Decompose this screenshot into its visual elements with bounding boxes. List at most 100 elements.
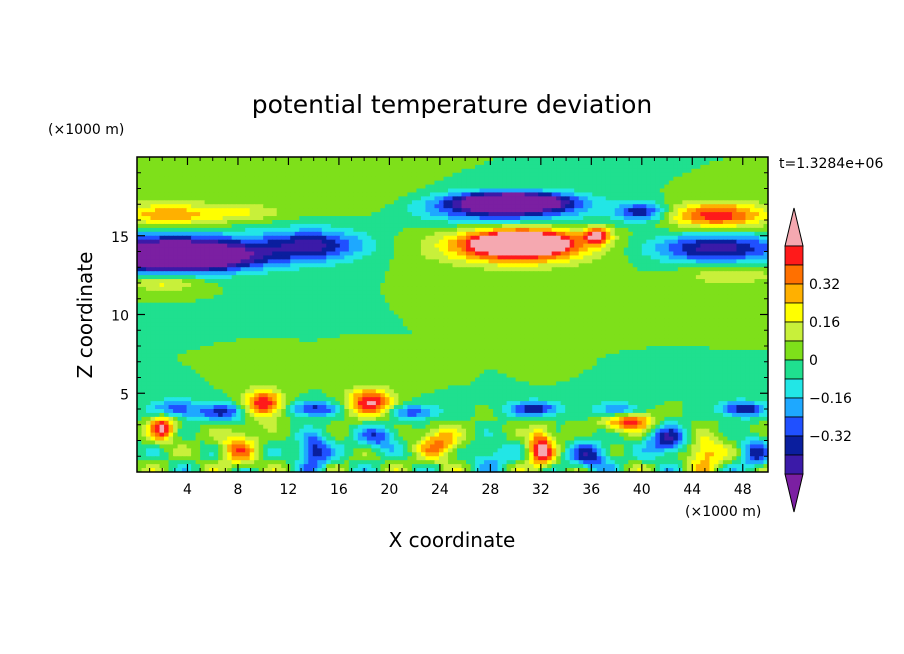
field-cell [682,290,688,296]
field-cell [407,157,413,162]
field-cell [231,176,237,182]
field-cell [263,251,269,257]
field-cell [326,231,332,237]
field-cell [452,279,458,284]
field-cell [533,247,539,253]
field-cell [420,172,427,178]
field-cell [245,235,251,241]
field-cell [601,216,607,221]
field-cell [745,251,751,257]
field-cell [339,227,345,233]
field-cell [457,157,463,162]
field-cell [443,160,449,166]
field-cell [763,164,768,170]
field-cell [713,223,720,229]
field-cell [632,227,638,233]
field-cell [249,227,255,233]
field-cell [524,290,530,296]
field-cell [209,200,215,205]
field-cell [159,192,165,197]
field-cell [362,286,368,292]
field-cell [380,275,386,280]
field-cell [452,184,458,190]
field-cell [592,271,598,276]
field-cell [686,271,692,276]
field-cell [497,192,503,197]
field-cell [312,294,318,300]
field-cell [272,239,278,245]
field-cell [191,235,197,241]
field-cell [754,286,760,292]
field-cell [447,279,454,284]
field-cell [745,160,751,166]
field-cell [682,184,688,190]
field-cell [632,200,638,205]
field-cell [758,184,765,190]
field-cell [691,180,697,186]
field-cell [727,286,733,292]
field-cell [605,164,611,170]
field-cell [677,243,683,249]
field-cell [371,275,377,280]
field-cell [673,208,679,213]
field-cell [623,271,629,276]
field-cell [758,216,765,221]
field-cell [276,267,282,272]
field-cell [182,172,188,178]
field-cell [758,271,765,276]
field-cell [335,223,341,229]
field-cell [146,290,152,296]
field-cell [749,164,756,170]
field-cell [475,286,481,292]
field-cell [466,208,472,213]
field-cell [425,231,431,237]
field-cell [641,216,647,221]
field-cell [236,286,242,292]
field-cell [470,216,476,221]
field-cell [479,208,485,213]
field-cell [398,286,404,292]
field-cell [713,212,720,217]
chart-title: potential temperature deviation [252,90,652,119]
field-cell [254,168,260,174]
field-cell [366,247,372,253]
field-cell [727,251,733,257]
field-cell [547,160,553,166]
field-cell [484,180,490,186]
field-cell [695,235,701,241]
field-cell [632,216,638,221]
field-cell [294,263,300,268]
field-cell [281,204,287,209]
field-cell [484,290,490,296]
field-cell [632,247,638,253]
field-cell [362,267,368,272]
field-cell [371,188,377,194]
field-cell [425,243,431,249]
field-cell [276,243,282,249]
field-cell [700,200,706,205]
field-cell [520,204,526,209]
field-cell [542,267,548,272]
field-cell [326,271,332,276]
field-cell [592,263,598,268]
field-cell [583,243,589,249]
field-cell [137,196,143,201]
field-cell [245,231,251,237]
field-cell [686,259,692,264]
field-cell [470,251,476,257]
field-cell [556,220,562,225]
field-cell [763,231,768,237]
field-cell [596,275,602,280]
field-cell [740,271,747,276]
field-cell [727,208,733,213]
field-cell [619,275,625,280]
field-cell [740,168,747,174]
field-cell [335,168,341,174]
field-cell [335,157,341,162]
field-cell [529,255,535,260]
field-cell [650,271,656,276]
field-cell [276,283,282,288]
field-cell [668,160,674,166]
field-cell [650,188,656,194]
field-cell [236,196,242,201]
